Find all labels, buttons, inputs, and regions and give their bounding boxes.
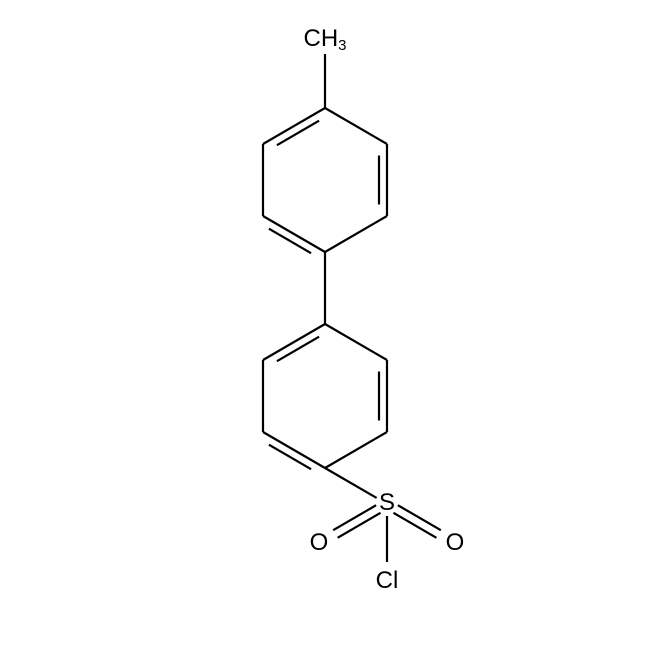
bond <box>263 108 325 144</box>
bond <box>398 505 441 530</box>
bond <box>263 216 325 252</box>
bond <box>325 324 387 360</box>
chemical-structure-diagram: CH3 S O O Cl <box>0 0 650 650</box>
bond <box>325 468 377 498</box>
atom-label-or: O <box>446 529 465 556</box>
bond <box>263 432 325 468</box>
atom-label-ol: O <box>310 529 329 556</box>
atom-label-ch3: CH3 <box>303 25 346 54</box>
bond <box>333 505 376 530</box>
atom-label-cl: Cl <box>376 567 399 594</box>
bond <box>263 324 325 360</box>
bond <box>325 216 387 252</box>
atom-label-s: S <box>379 489 395 516</box>
bond <box>338 513 381 538</box>
bond <box>393 513 436 538</box>
bond <box>325 432 387 468</box>
bond <box>325 108 387 144</box>
